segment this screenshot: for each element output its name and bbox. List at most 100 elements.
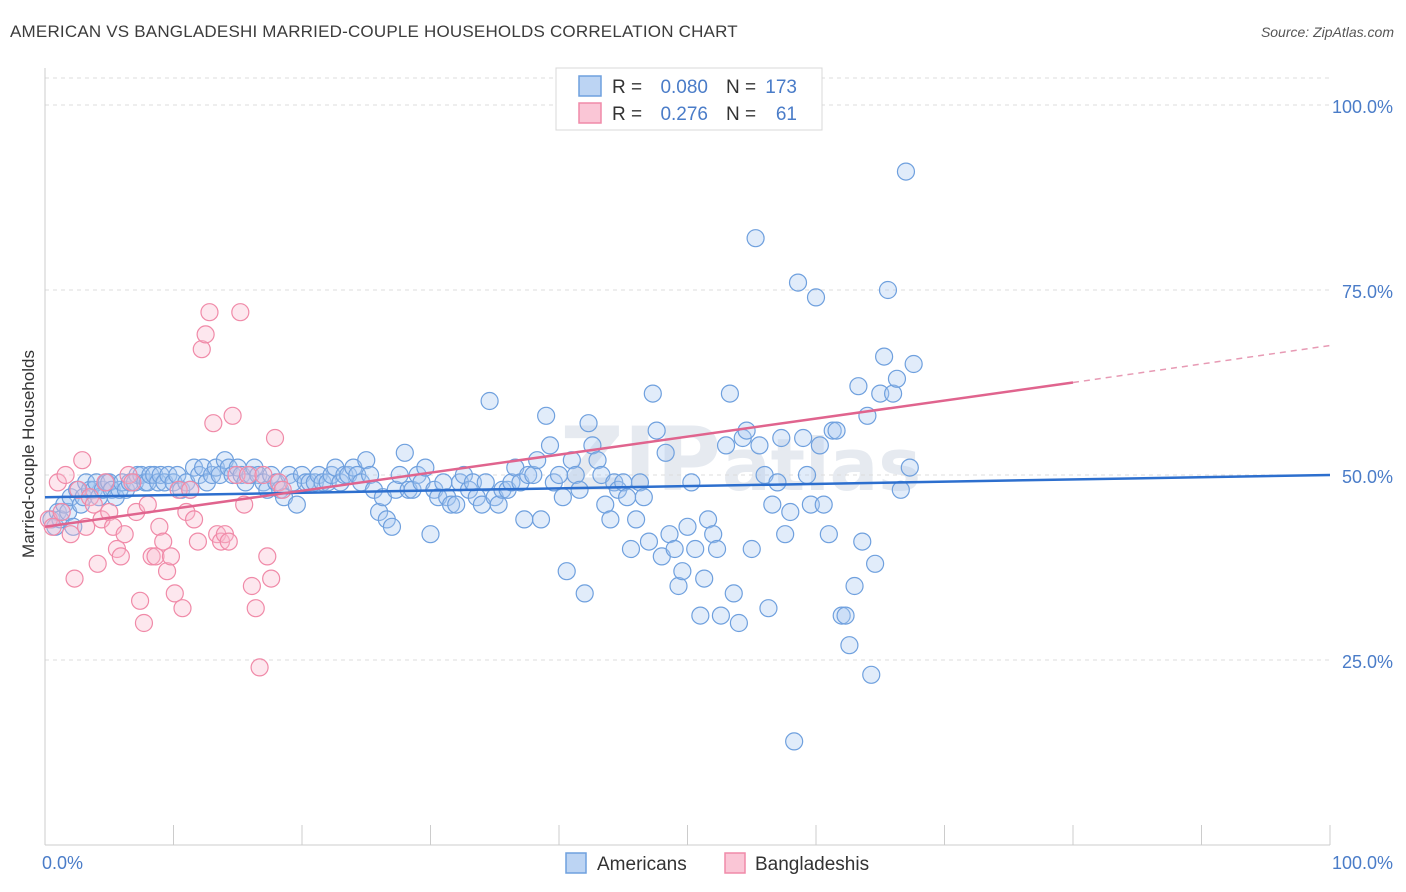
point-bangladeshis [273,480,292,499]
point-americans [673,562,692,581]
point-bangladeshis [192,340,211,359]
point-americans [878,280,898,300]
point-americans [862,665,881,684]
point-americans [370,502,389,522]
x-tick-label-min: 0.0% [42,853,83,873]
legend-swatch-americans [578,75,602,97]
point-americans [724,584,743,603]
point-bangladeshis [154,532,173,551]
point-americans [579,414,598,433]
point-bangladeshis [52,502,71,522]
point-americans [883,384,903,403]
point-americans [891,480,910,499]
point-americans [814,495,833,514]
point-americans [875,347,894,366]
point-americans [395,443,414,462]
point-bangladeshis [265,428,285,448]
point-americans [421,525,440,544]
point-bangladeshis [246,599,265,618]
point-americans [887,369,907,388]
point-americans [553,488,572,507]
legend-bottom: Americans Bangladeshis [565,852,869,875]
point-americans [643,384,662,403]
point-bangladeshis [111,547,130,566]
point-bangladeshis [188,532,208,551]
point-americans [823,421,842,440]
point-americans [515,510,534,529]
point-americans [634,488,653,507]
point-americans [840,636,859,655]
point-americans [678,517,697,536]
point-americans [141,465,160,485]
point-americans [489,495,508,514]
point-americans [801,495,820,514]
trend-line-americans [44,473,1331,499]
point-americans [737,421,756,440]
point-americans [716,436,736,455]
point-americans [528,451,547,470]
point-americans [691,606,710,625]
point-bangladeshis [173,599,192,618]
point-americans [570,480,589,499]
point-bangladeshis [204,414,223,433]
axes: 25.0% 50.0% 75.0% 100.0% 0.0% 100.0% [42,68,1393,873]
point-bangladeshis [61,525,80,544]
source-label: Source: ZipAtlas.com [1260,24,1394,40]
legend-bottom-swatch-americans [565,852,587,874]
point-bangladeshis [254,465,273,485]
point-americans [896,162,916,181]
point-americans [575,584,594,603]
point-americans [682,473,701,492]
point-bangladeshis [73,451,92,470]
trend-line-bangladeshis-extension [1072,344,1331,384]
point-americans [621,539,641,559]
point-americans [853,532,872,551]
point-americans [519,465,538,485]
legend-r-value-bangladeshis: 0.276 [660,104,708,125]
y-tick-label: 100.0% [1332,97,1393,117]
legend-bottom-label-americans: Americans [597,854,687,875]
point-americans [357,451,376,470]
x-tick-label-max: 100.0% [1332,853,1393,873]
point-americans [382,517,402,536]
point-americans [832,606,851,625]
point-americans [480,391,499,411]
point-bangladeshis [231,303,250,322]
point-americans [361,465,380,485]
point-americans [797,465,817,485]
legend-bottom-swatch-bangladeshis [724,852,746,874]
point-americans [665,539,684,559]
y-axis-label: Married-couple Households [19,350,38,558]
trend-lines [44,344,1331,529]
point-americans [776,525,795,544]
legend-top: R = 0.080 N = 173 R = 0.276 N = 61 [555,67,823,131]
point-americans [447,495,466,514]
point-americans [476,473,495,492]
point-bangladeshis [48,473,67,492]
point-americans [794,428,813,448]
y-tick-label: 25.0% [1342,652,1393,672]
point-americans [763,495,782,514]
point-americans [566,465,585,485]
point-americans [781,502,800,522]
point-bangladeshis [130,591,150,610]
point-americans [845,576,864,596]
point-bangladeshis [157,562,177,581]
point-americans [788,273,808,292]
point-bangladeshis [200,303,219,322]
point-americans [746,229,765,248]
point-americans [900,458,919,477]
point-bangladeshis [238,465,258,485]
point-bangladeshis [146,547,165,566]
point-bangladeshis [242,576,261,596]
point-americans [729,613,749,633]
point-bangladeshis [165,584,184,603]
point-bangladeshis [250,658,269,677]
point-americans [750,436,769,455]
point-americans [810,436,829,455]
point-americans [626,510,646,529]
point-americans [639,532,659,551]
point-americans [819,525,838,544]
legend-swatch-bangladeshis [578,102,602,124]
